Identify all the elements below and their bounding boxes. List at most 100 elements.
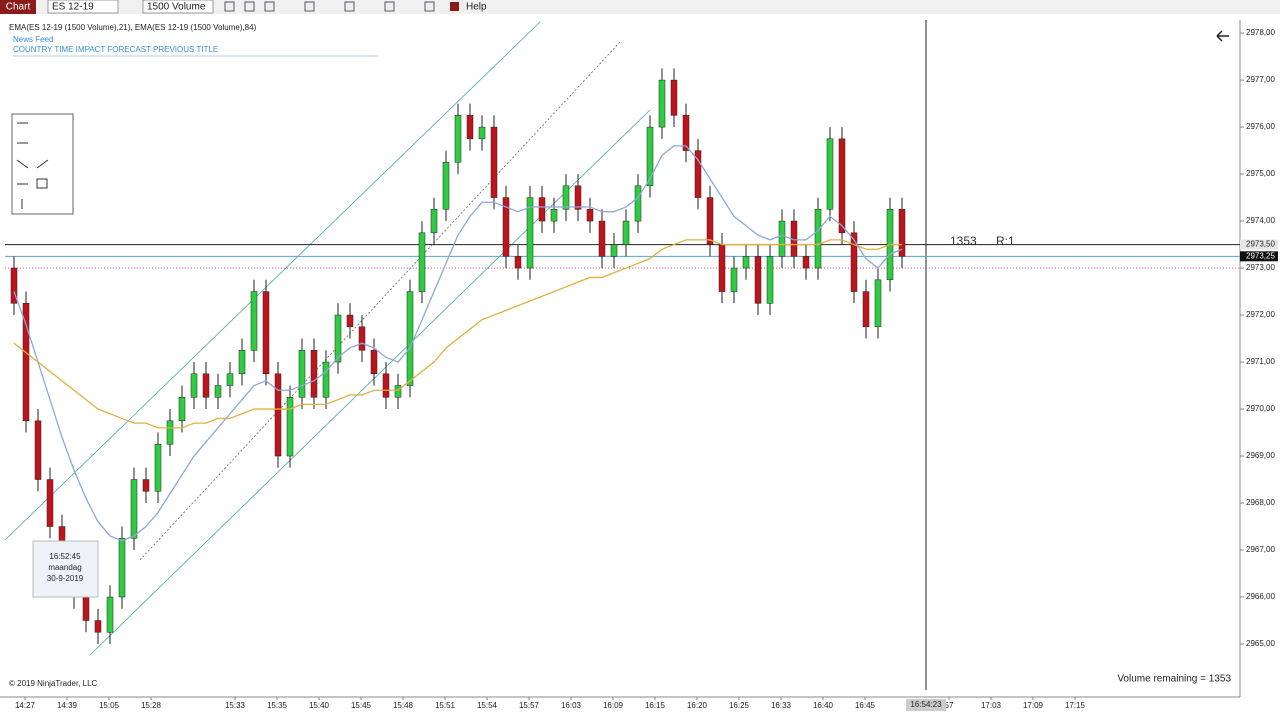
ema-line xyxy=(13,145,903,542)
candle-body xyxy=(322,361,330,398)
icon[interactable] xyxy=(384,1,395,12)
y-tick-label: 2974,00 xyxy=(1246,216,1275,225)
x-tick-label: 15:33 xyxy=(225,701,246,710)
candle-body xyxy=(526,197,534,269)
ema-line xyxy=(13,239,902,429)
x-tick-label: 15:54 xyxy=(477,701,498,710)
candle-body xyxy=(742,256,750,269)
candle-body xyxy=(262,291,270,375)
candle-body xyxy=(442,162,450,210)
x-tick-label: 16:15 xyxy=(645,701,666,710)
candle-body xyxy=(214,385,222,398)
x-tick-label: 15:48 xyxy=(393,701,414,710)
price-marker xyxy=(1240,251,1278,262)
x-tick-label: 17:15 xyxy=(1065,701,1086,710)
candle-body xyxy=(250,291,258,351)
x-tick-label: 16:09 xyxy=(603,701,624,710)
y-tick-label: 2968,00 xyxy=(1246,498,1275,507)
chart-tab[interactable] xyxy=(0,0,36,14)
candle-body xyxy=(106,596,114,633)
candle-body xyxy=(430,209,438,234)
x-tick-label: 14:39 xyxy=(57,701,78,710)
candle-body xyxy=(658,79,666,128)
order-ratio: R:1 xyxy=(996,234,1015,248)
candle-body xyxy=(310,350,318,398)
tooltip-time: 16:52:45 xyxy=(49,552,81,561)
x-tick-label: 16:03 xyxy=(561,701,582,710)
icon[interactable] xyxy=(264,1,275,12)
candle-body xyxy=(490,126,498,198)
x-tick-label: 14:27 xyxy=(15,701,36,710)
candle-body xyxy=(682,115,690,151)
candle-body xyxy=(238,350,246,375)
crosshair-time-box xyxy=(906,699,946,711)
help-icon xyxy=(450,2,459,11)
icon[interactable] xyxy=(424,1,435,12)
candle-body xyxy=(286,397,294,457)
trend-channel xyxy=(4,21,651,656)
candle-body xyxy=(814,209,822,269)
news-columns: COUNTRY TIME IMPACT FORECAST PREVIOUS TI… xyxy=(13,45,218,54)
icon[interactable] xyxy=(244,1,255,12)
candle-body xyxy=(898,209,906,257)
candle-body xyxy=(562,185,570,210)
candle-body xyxy=(466,115,474,140)
interval-label[interactable]: 1500 Volume xyxy=(147,2,206,13)
y-tick-label: 2975,00 xyxy=(1246,169,1275,178)
x-tick-label: 15:57 xyxy=(519,701,540,710)
candle-body xyxy=(202,373,210,398)
x-tick-label: 15:40 xyxy=(309,701,330,710)
y-tick-label: 2972,00 xyxy=(1246,310,1275,319)
drawing-tools xyxy=(16,122,49,209)
candle-body xyxy=(754,256,762,304)
candle-body xyxy=(166,420,174,445)
icon[interactable] xyxy=(344,1,355,12)
tool[interactable] xyxy=(16,159,29,169)
tool[interactable] xyxy=(36,178,48,189)
y-tick-label: 2973,00 xyxy=(1246,263,1275,272)
y-tick-label: 2976,00 xyxy=(1246,122,1275,131)
x-tick-label: 17:03 xyxy=(981,701,1002,710)
x-tick-label: 15:35 xyxy=(267,701,288,710)
candle-body xyxy=(454,115,462,163)
instrument-select[interactable] xyxy=(47,0,119,14)
candle-body xyxy=(766,256,774,304)
candle-body xyxy=(598,220,606,257)
candle-body xyxy=(34,420,42,480)
candle-body xyxy=(802,256,810,269)
interval-select[interactable] xyxy=(142,0,214,14)
indicator-label: EMA(ES 12-19 (1500 Volume),21), EMA(ES 1… xyxy=(9,23,257,32)
toolbar xyxy=(0,0,1280,14)
chart-tab-label[interactable]: Chart xyxy=(6,2,31,13)
tool[interactable] xyxy=(36,159,49,169)
toolbar-icons xyxy=(224,1,435,12)
news-title[interactable]: News Feed xyxy=(13,35,53,44)
candle-body xyxy=(478,126,486,140)
candle-body xyxy=(346,314,354,328)
channel-midline xyxy=(139,41,621,561)
y-tick-label: 2965,00 xyxy=(1246,639,1275,648)
help-menu[interactable]: Help xyxy=(466,2,487,13)
candle-body xyxy=(358,326,366,351)
icon[interactable] xyxy=(224,1,235,12)
order-count: 1353 xyxy=(950,234,977,248)
price-marker-label: 2973,25 xyxy=(1246,251,1275,260)
x-tick-label: 16:45 xyxy=(855,701,876,710)
back-arrow[interactable] xyxy=(1216,30,1229,42)
candle-body xyxy=(142,479,150,492)
instrument-label[interactable]: ES 12-19 xyxy=(52,2,94,13)
candle-body xyxy=(118,538,126,598)
icon[interactable] xyxy=(304,1,315,12)
candle-body xyxy=(730,267,738,292)
candle-body xyxy=(622,220,630,245)
candle-body xyxy=(370,350,378,375)
candle-body xyxy=(94,620,102,633)
channel-line xyxy=(89,109,651,656)
candle-body xyxy=(298,350,306,398)
x-tick-label: 16:40 xyxy=(813,701,834,710)
x-tick-label: 15:05 xyxy=(99,701,120,710)
candle-body xyxy=(718,244,726,292)
x-tick-label: 57 xyxy=(945,701,954,710)
candle-body xyxy=(874,279,882,328)
candle-body xyxy=(226,373,234,386)
